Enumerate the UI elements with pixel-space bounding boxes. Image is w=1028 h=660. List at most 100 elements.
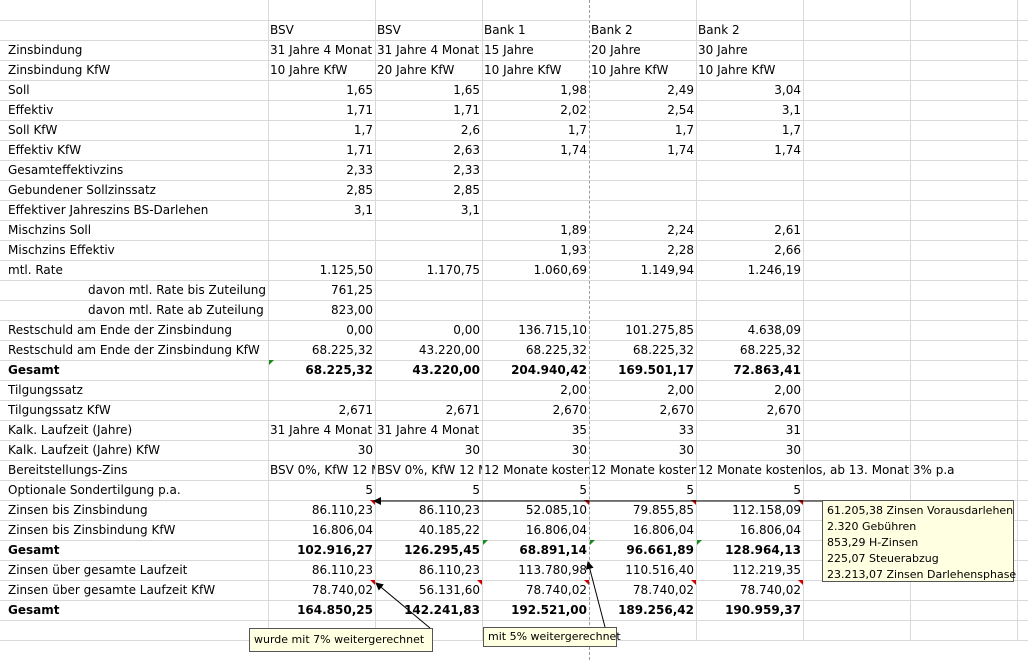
table-cell[interactable]: 20 Jahre bbox=[591, 43, 641, 57]
table-cell[interactable] bbox=[696, 160, 803, 180]
table-cell[interactable] bbox=[268, 240, 375, 260]
table-cell[interactable]: 2,02 bbox=[560, 103, 587, 117]
table-cell[interactable] bbox=[696, 300, 803, 320]
header-cell[interactable]: Bank 1 bbox=[484, 23, 526, 37]
table-cell[interactable]: 68.891,14 bbox=[519, 543, 587, 557]
row-label[interactable]: Effektiv KfW bbox=[8, 143, 82, 157]
table-cell[interactable]: 823,00 bbox=[331, 303, 373, 317]
table-cell[interactable]: 3,1 bbox=[353, 203, 373, 217]
table-cell[interactable] bbox=[268, 220, 375, 240]
row-label[interactable]: Gesamteffektivzins bbox=[8, 163, 124, 177]
table-cell[interactable]: 10 Jahre KfW bbox=[270, 63, 348, 77]
row-label[interactable]: Kalk. Laufzeit (Jahre) KfW bbox=[8, 443, 161, 457]
table-cell[interactable] bbox=[375, 240, 482, 260]
table-cell[interactable]: 31 Jahre 4 Monat bbox=[377, 43, 480, 57]
table-cell[interactable]: 2,49 bbox=[667, 83, 694, 97]
comment-indicator[interactable] bbox=[370, 500, 375, 505]
table-cell[interactable]: 86.110,23 bbox=[311, 563, 373, 577]
table-cell[interactable] bbox=[375, 280, 482, 300]
table-cell[interactable]: 68.225,32 bbox=[305, 363, 373, 377]
row-label[interactable]: Restschuld am Ende der Zinsbindung KfW bbox=[8, 343, 260, 357]
table-cell[interactable]: 1.125,50 bbox=[319, 263, 373, 277]
table-cell[interactable]: 16.806,04 bbox=[632, 523, 694, 537]
table-cell[interactable] bbox=[482, 280, 589, 300]
table-cell[interactable]: 43.220,00 bbox=[412, 363, 480, 377]
table-cell[interactable]: 5 bbox=[365, 483, 373, 497]
table-cell[interactable]: 31 Jahre 4 Monat bbox=[377, 423, 480, 437]
row-label[interactable]: Mischzins Effektiv bbox=[8, 243, 115, 257]
comment-indicator[interactable] bbox=[691, 580, 696, 585]
table-cell[interactable] bbox=[589, 180, 696, 200]
table-cell[interactable]: 78.740,02 bbox=[311, 583, 373, 597]
table-cell[interactable]: 5 bbox=[579, 483, 587, 497]
row-label[interactable]: Soll bbox=[8, 83, 30, 97]
table-cell[interactable]: 2,00 bbox=[667, 383, 694, 397]
error-indicator[interactable] bbox=[483, 540, 488, 545]
table-cell[interactable]: 2,63 bbox=[453, 143, 480, 157]
table-cell[interactable]: 3,1 bbox=[460, 203, 480, 217]
table-cell[interactable]: 0,00 bbox=[453, 323, 480, 337]
table-cell[interactable] bbox=[482, 180, 589, 200]
row-label[interactable]: Effektiver Jahreszins BS-Darlehen bbox=[8, 203, 209, 217]
table-cell[interactable]: 30 bbox=[571, 443, 587, 457]
table-cell[interactable]: 79.855,85 bbox=[632, 503, 694, 517]
header-cell[interactable]: BSV bbox=[270, 23, 294, 37]
table-cell[interactable]: 5 bbox=[472, 483, 480, 497]
table-cell[interactable] bbox=[268, 380, 375, 400]
table-cell[interactable]: 31 bbox=[785, 423, 801, 437]
table-cell[interactable]: 72.863,41 bbox=[733, 363, 801, 377]
table-cell[interactable]: 2,670 bbox=[552, 403, 587, 417]
table-cell[interactable]: 1,65 bbox=[453, 83, 480, 97]
comment-indicator[interactable] bbox=[584, 500, 589, 505]
comment-indicator[interactable] bbox=[691, 500, 696, 505]
table-cell[interactable]: 1,71 bbox=[346, 103, 373, 117]
table-cell[interactable]: 113.780,98 bbox=[518, 563, 587, 577]
table-cell[interactable]: 56.131,60 bbox=[418, 583, 480, 597]
table-cell[interactable]: 35 bbox=[571, 423, 587, 437]
table-cell[interactable]: 1.246,19 bbox=[747, 263, 801, 277]
table-cell[interactable]: 12 Monate kostenlos bbox=[591, 463, 696, 477]
table-cell[interactable]: 1,7 bbox=[353, 123, 373, 137]
table-cell[interactable]: 16.806,04 bbox=[525, 523, 587, 537]
table-cell[interactable]: 1.060,69 bbox=[533, 263, 587, 277]
row-label[interactable]: Zinsen über gesamte Laufzeit bbox=[8, 563, 188, 577]
table-cell[interactable]: 164.850,25 bbox=[297, 603, 373, 617]
table-cell[interactable]: 33 bbox=[678, 423, 694, 437]
table-cell[interactable]: 1,7 bbox=[674, 123, 694, 137]
table-cell[interactable]: 30 Jahre bbox=[698, 43, 748, 57]
table-cell[interactable]: 128.964,13 bbox=[725, 543, 801, 557]
row-label[interactable]: Zinsbindung KfW bbox=[8, 63, 111, 77]
table-cell[interactable]: 2,671 bbox=[445, 403, 480, 417]
table-cell[interactable]: 102.916,27 bbox=[297, 543, 373, 557]
table-cell[interactable]: 10 Jahre KfW bbox=[698, 63, 776, 77]
row-label[interactable]: Bereitstellungs-Zins bbox=[8, 463, 128, 477]
row-label[interactable]: Gesamt bbox=[8, 363, 60, 377]
table-cell[interactable]: 78.740,02 bbox=[632, 583, 694, 597]
row-label[interactable]: davon mtl. Rate bis Zuteilung bbox=[88, 283, 266, 297]
table-cell[interactable]: 1,71 bbox=[346, 143, 373, 157]
table-cell[interactable]: 10 Jahre KfW bbox=[484, 63, 562, 77]
comment-indicator[interactable] bbox=[798, 580, 803, 585]
table-cell[interactable] bbox=[589, 200, 696, 220]
table-cell[interactable]: 96.661,89 bbox=[626, 543, 694, 557]
table-cell[interactable]: 2,85 bbox=[346, 183, 373, 197]
table-cell[interactable] bbox=[696, 200, 803, 220]
row-label[interactable]: Restschuld am Ende der Zinsbindung bbox=[8, 323, 232, 337]
table-cell[interactable] bbox=[696, 180, 803, 200]
table-cell[interactable] bbox=[375, 220, 482, 240]
table-cell[interactable] bbox=[589, 300, 696, 320]
table-cell[interactable]: 12 Monate kostenlos, ab 13. Monat 3% p.a bbox=[698, 463, 955, 477]
table-cell[interactable]: 1,7 bbox=[781, 123, 801, 137]
table-cell[interactable]: 3,1 bbox=[781, 103, 801, 117]
comment-indicator[interactable] bbox=[798, 500, 803, 505]
table-cell[interactable]: 2,00 bbox=[774, 383, 801, 397]
header-cell[interactable]: BSV bbox=[377, 23, 401, 37]
table-cell[interactable]: 112.219,35 bbox=[732, 563, 801, 577]
row-label[interactable]: mtl. Rate bbox=[8, 263, 63, 277]
table-cell[interactable] bbox=[696, 280, 803, 300]
table-cell[interactable]: 2,6 bbox=[460, 123, 480, 137]
row-label[interactable]: Zinsbindung bbox=[8, 43, 83, 57]
table-cell[interactable]: 2,670 bbox=[766, 403, 801, 417]
table-cell[interactable]: 68.225,32 bbox=[739, 343, 801, 357]
